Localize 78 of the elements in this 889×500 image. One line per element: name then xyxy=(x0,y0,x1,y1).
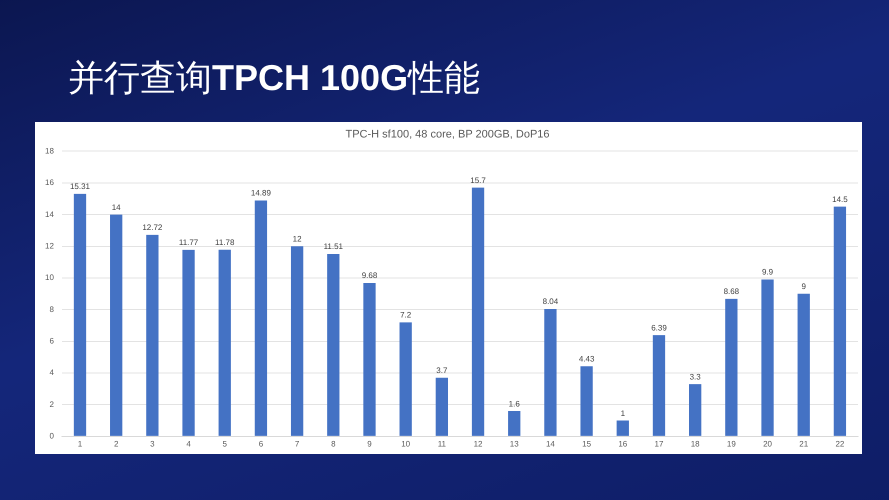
bar xyxy=(580,366,593,436)
bar xyxy=(436,378,448,436)
x-tick-label: 21 xyxy=(799,439,809,448)
y-tick-label: 14 xyxy=(44,210,54,219)
data-label: 4.43 xyxy=(578,354,595,364)
x-tick-label: 7 xyxy=(294,439,300,448)
x-tick-label: 20 xyxy=(763,439,773,448)
y-tick-label: 4 xyxy=(49,368,54,378)
bar xyxy=(616,420,629,436)
x-tick-label: 4 xyxy=(186,439,192,448)
x-tick-label: 14 xyxy=(546,439,556,448)
data-label: 6.39 xyxy=(651,323,668,332)
x-tick-label: 13 xyxy=(510,439,520,448)
data-label: 11.78 xyxy=(215,238,235,247)
y-tick-label: 0 xyxy=(49,432,54,441)
bar xyxy=(689,384,702,436)
bar xyxy=(218,250,231,436)
y-tick-label: 8 xyxy=(49,304,54,314)
bar xyxy=(761,280,774,436)
x-tick-label: 5 xyxy=(222,439,228,448)
data-label: 11.51 xyxy=(324,242,344,252)
x-tick-label: 17 xyxy=(654,439,664,448)
y-tick-label: 18 xyxy=(44,146,54,156)
x-tick-label: 1 xyxy=(78,439,83,448)
bar xyxy=(146,234,159,436)
data-label: 9 xyxy=(801,282,806,292)
y-tick-label: 2 xyxy=(49,400,54,409)
x-tick-label: 22 xyxy=(835,439,845,448)
bar xyxy=(74,194,86,436)
x-tick-label: 16 xyxy=(618,439,628,448)
bar xyxy=(472,188,484,436)
bar xyxy=(400,322,412,436)
data-label: 8.04 xyxy=(542,297,559,306)
data-label: 11.77 xyxy=(178,238,199,248)
x-tick-label: 8 xyxy=(331,439,336,448)
x-tick-label: 11 xyxy=(438,439,447,448)
data-label: 1.6 xyxy=(508,399,520,408)
x-tick-label: 10 xyxy=(401,439,411,448)
bar xyxy=(798,294,810,436)
x-tick-label: 3 xyxy=(150,439,156,448)
data-label: 8.68 xyxy=(724,287,740,296)
y-tick-label: 12 xyxy=(44,241,54,250)
bar xyxy=(327,254,340,436)
data-label: 9.68 xyxy=(362,271,378,280)
bar xyxy=(290,246,304,436)
data-label: 15.7 xyxy=(470,176,486,185)
y-tick-label: 6 xyxy=(49,336,54,346)
bar xyxy=(254,200,268,436)
y-tick-label: 16 xyxy=(44,178,54,188)
bar xyxy=(363,283,376,436)
data-label: 12.72 xyxy=(142,223,163,232)
bar xyxy=(834,206,846,436)
chart-title: 并行查询TPCH 100G性能 xyxy=(68,57,480,98)
bar xyxy=(725,298,738,436)
x-tick-label: 6 xyxy=(258,439,264,448)
x-tick-label: 2 xyxy=(114,439,119,448)
x-tick-label: 12 xyxy=(474,439,484,448)
data-label: 14.5 xyxy=(832,194,848,204)
bar xyxy=(544,309,557,436)
x-tick-label: 15 xyxy=(582,439,592,448)
y-tick-label: 10 xyxy=(44,273,54,282)
data-label: 15.31 xyxy=(70,182,91,192)
chart-subtitle: TPC-H sf100, 48 core, BP 200GB, DoP16 xyxy=(345,128,550,141)
bar xyxy=(508,411,520,436)
x-tick-label: 19 xyxy=(726,439,736,448)
data-label: 1 xyxy=(620,408,626,418)
data-label: 3.7 xyxy=(436,366,448,375)
data-label: 12 xyxy=(292,234,302,244)
data-label: 7.2 xyxy=(400,310,412,320)
bar xyxy=(182,250,195,436)
data-label: 9.9 xyxy=(762,268,774,277)
x-tick-label: 18 xyxy=(690,439,700,448)
data-label: 3.3 xyxy=(690,372,702,382)
x-tick-label: 9 xyxy=(367,439,372,448)
bar xyxy=(110,214,122,436)
data-label: 14 xyxy=(112,202,122,212)
bar xyxy=(652,335,666,436)
data-label: 14.89 xyxy=(250,188,272,198)
